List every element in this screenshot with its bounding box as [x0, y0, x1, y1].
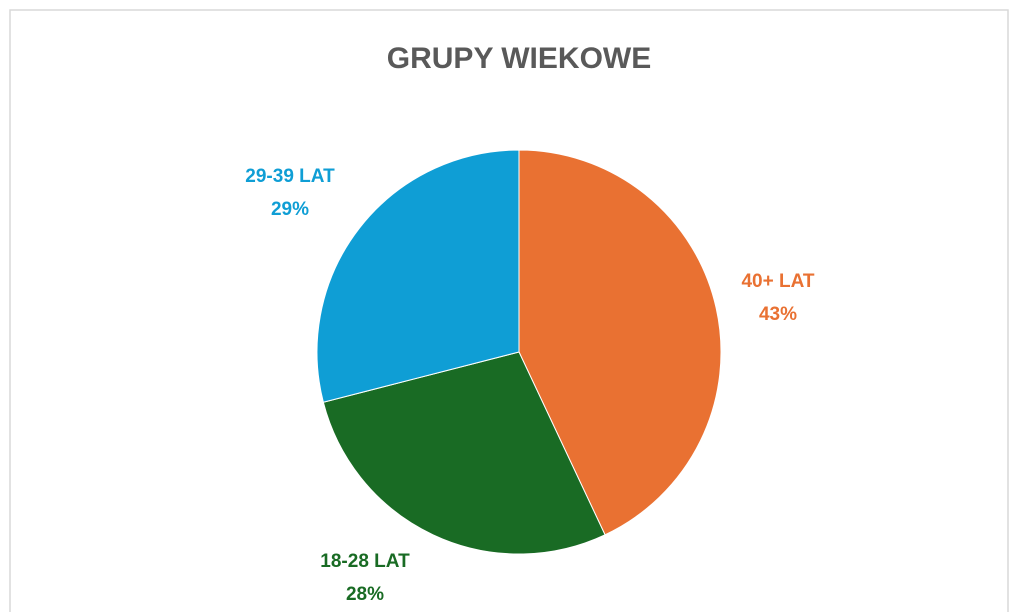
slice-category-label: 29-39 LAT — [245, 166, 335, 187]
slice-value-label: 29% — [271, 199, 309, 220]
chart-title: GRUPY WIEKOWE — [387, 42, 651, 75]
slice-value-label: 28% — [346, 584, 384, 605]
slice-value-label: 43% — [759, 304, 797, 325]
pie-slice — [518, 149, 722, 536]
slice-category-label: 18-28 LAT — [320, 551, 410, 572]
pie-slice — [322, 351, 606, 555]
slice-category-label: 40+ LAT — [741, 271, 814, 292]
pie-slice — [316, 149, 520, 403]
